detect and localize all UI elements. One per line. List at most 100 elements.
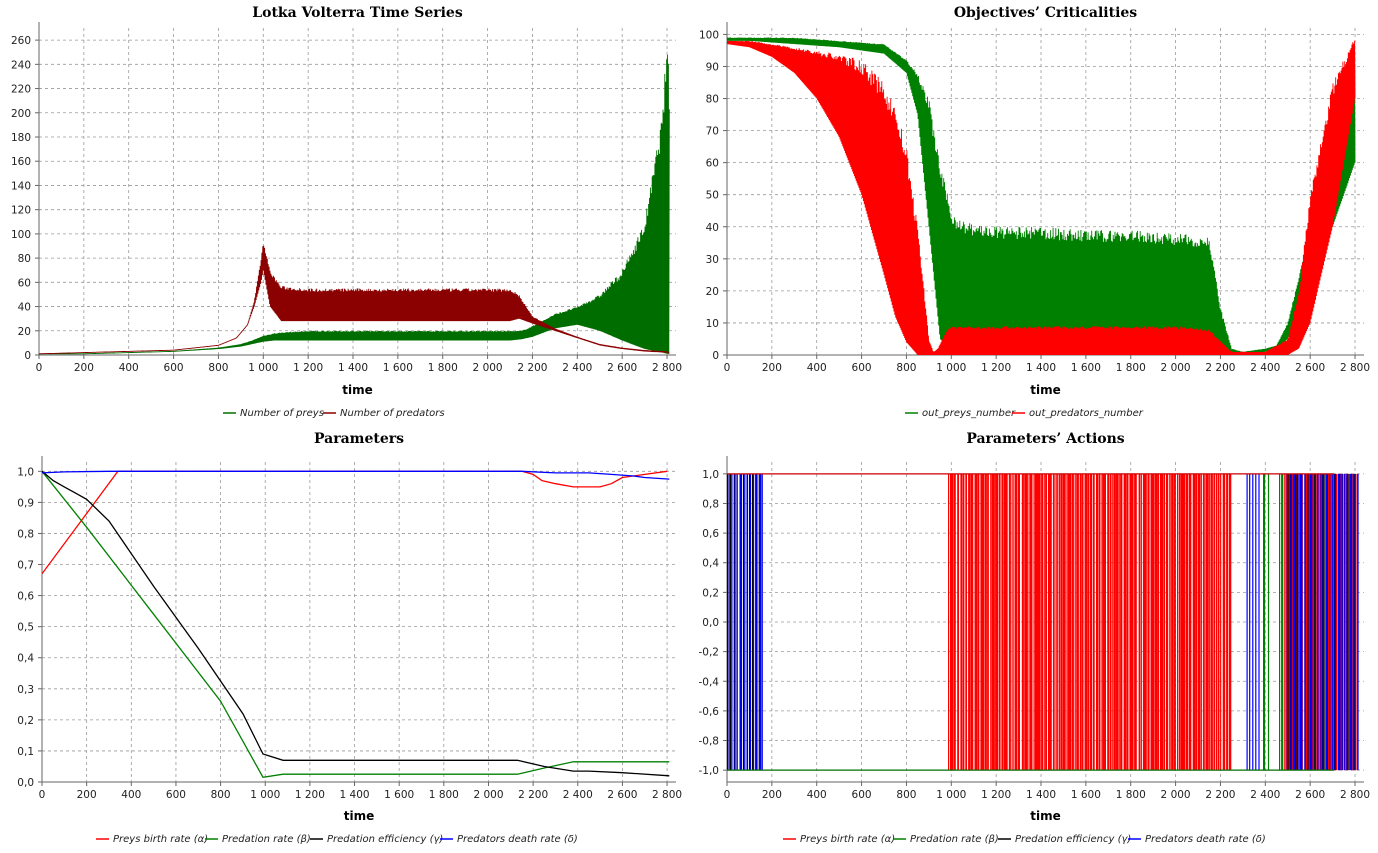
y-tick-label: 0,9 <box>17 497 34 509</box>
y-tick-label: 0,3 <box>17 684 34 696</box>
x-tick-label: 1 400 <box>1026 362 1056 374</box>
x-tick-label: 200 <box>762 362 782 374</box>
x-tick-label: 1 800 <box>429 789 459 801</box>
x-tick-label: 1 200 <box>293 362 323 374</box>
legend-label: Number of preys <box>240 408 324 419</box>
x-tick-label: 1 200 <box>981 789 1011 801</box>
y-tick-label: 200 <box>11 108 31 120</box>
y-tick-label: -0,8 <box>699 736 720 748</box>
grid-lines <box>42 462 676 783</box>
plot-area <box>42 470 670 779</box>
x-tick-label: 200 <box>74 362 94 374</box>
x-tick-label: 600 <box>852 789 872 801</box>
x-tick-label: 2 200 <box>1205 362 1235 374</box>
y-tick-label: 80 <box>18 253 31 265</box>
x-tick-label: 2 000 <box>473 789 503 801</box>
x-tick-label: 600 <box>166 789 186 801</box>
y-tick-label: 100 <box>11 229 31 241</box>
series-switch-band-4 <box>727 473 763 771</box>
y-tick-label: 0,0 <box>702 617 719 629</box>
chart-panel-4: Parameters’ Actions 0 200 400 600 800 1 000 1 2… <box>699 431 1371 845</box>
x-tick-label: 2 000 <box>1161 362 1191 374</box>
x-axis-label: time <box>1030 809 1061 823</box>
chart-title: Parameters’ Actions <box>966 431 1124 447</box>
y-tick-label: 0 <box>24 350 31 362</box>
x-tick-label: 0 <box>39 789 46 801</box>
x-tick-label: 800 <box>208 362 228 374</box>
series-line-2 <box>42 470 670 779</box>
chart-title: Objectives’ Criticalities <box>954 5 1137 21</box>
y-tick-label: 0,5 <box>17 622 34 634</box>
x-tick-label: 800 <box>896 362 916 374</box>
x-tick-label: 1 000 <box>248 362 278 374</box>
series-switch-band-4 <box>1286 473 1359 771</box>
x-tick-label: 2 200 <box>518 789 548 801</box>
x-tick-label: 600 <box>164 362 184 374</box>
y-tick-label: 20 <box>18 326 31 338</box>
plot-area <box>727 37 1356 355</box>
series-switch-band-2 <box>1263 473 1270 771</box>
y-tick-label: 180 <box>11 132 31 144</box>
series-switch-band-1 <box>948 473 1232 771</box>
legend: Number of preys Number of predators <box>223 408 445 419</box>
x-tick-label: 1 600 <box>1071 362 1101 374</box>
chart-title: Parameters <box>314 431 404 447</box>
legend: Preys birth rate (α) Predation rate (β) Pr… <box>96 834 578 845</box>
x-tick-label: 2 800 <box>1340 789 1370 801</box>
y-tick-label: 0,6 <box>702 528 719 540</box>
x-tick-label: 0 <box>724 362 731 374</box>
x-tick-label: 400 <box>807 362 827 374</box>
y-tick-label: 1,0 <box>17 466 34 478</box>
y-tick-label: 260 <box>11 35 31 47</box>
x-tick-label: 1 200 <box>981 362 1011 374</box>
y-tick-label: 40 <box>706 222 719 234</box>
x-tick-label: 2 400 <box>562 362 592 374</box>
x-tick-label: 1 000 <box>250 789 280 801</box>
y-tick-label: 220 <box>11 84 31 96</box>
y-tick-label: 0,8 <box>702 498 719 510</box>
y-tick-label: 0,1 <box>17 746 34 758</box>
y-tick-label: 90 <box>706 61 719 73</box>
y-tick-label: 0,6 <box>17 591 34 603</box>
series-line-2 <box>39 245 670 355</box>
x-tick-label: 1 400 <box>338 362 368 374</box>
x-tick-label: 400 <box>807 789 827 801</box>
x-tick-label: 800 <box>211 789 231 801</box>
y-tick-label: 70 <box>706 126 719 138</box>
y-tick-label: 30 <box>706 254 719 266</box>
x-tick-label: 2 600 <box>1295 789 1325 801</box>
chart-panel-3: Parameters 0 200 400 600 800 1 000 1 200 1 400 1 … <box>17 431 682 845</box>
x-tick-label: 200 <box>77 789 97 801</box>
y-tick-label: 0,4 <box>702 558 719 570</box>
y-tick-label: 160 <box>11 156 31 168</box>
legend-label: Predation rate (β) <box>222 834 311 845</box>
legend-label: out_predators_number <box>1029 408 1144 419</box>
series-line-4 <box>42 470 670 480</box>
x-tick-label: 1 400 <box>1026 789 1056 801</box>
y-tick-label: 60 <box>18 277 31 289</box>
x-tick-label: 1 600 <box>384 789 414 801</box>
x-tick-label: 2 000 <box>473 362 503 374</box>
legend-label: Predation rate (β) <box>910 834 999 845</box>
x-tick-label: 1 600 <box>383 362 413 374</box>
y-tick-label: 0,4 <box>17 653 34 665</box>
legend: Preys birth rate (α) Predation rate (β) Pr… <box>783 834 1266 845</box>
x-tick-label: 2 800 <box>1340 362 1370 374</box>
y-tick-label: 80 <box>706 94 719 106</box>
y-tick-label: 50 <box>706 190 719 202</box>
y-tick-label: 60 <box>706 158 719 170</box>
x-tick-label: 800 <box>896 789 916 801</box>
legend-label: Predation efficiency (γ) <box>1015 834 1131 845</box>
y-tick-label: -1,0 <box>699 765 720 777</box>
x-tick-label: 2 600 <box>607 789 637 801</box>
x-tick-label: 1 400 <box>340 789 370 801</box>
y-tick-label: 140 <box>11 180 31 192</box>
x-tick-label: 200 <box>762 789 782 801</box>
chart-title: Lotka Volterra Time Series <box>252 5 463 21</box>
y-tick-label: 0,2 <box>702 587 719 599</box>
y-tick-label: 1,0 <box>702 469 719 481</box>
x-tick-label: 2 600 <box>1295 362 1325 374</box>
legend-label: out_preys_number <box>922 408 1016 419</box>
